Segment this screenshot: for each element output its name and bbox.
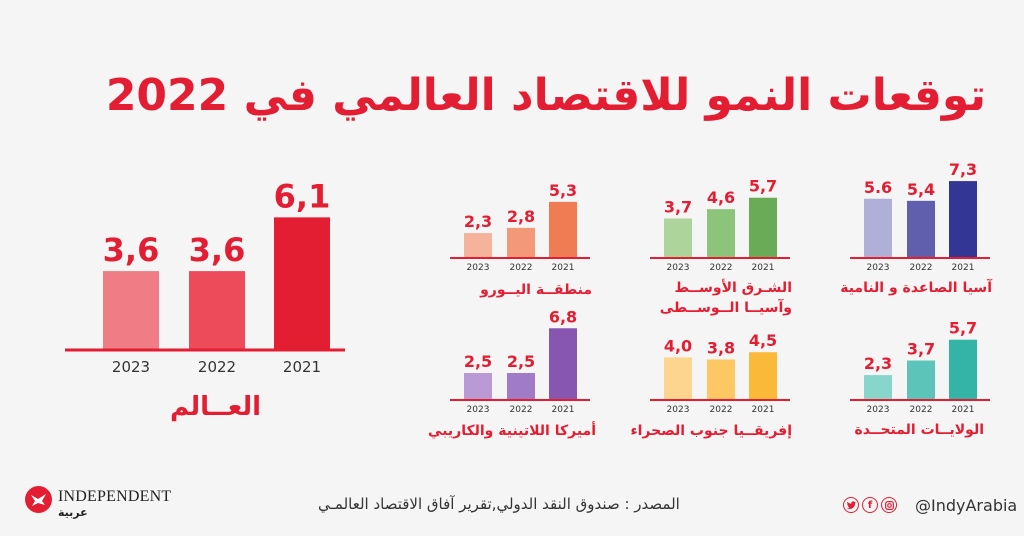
- chart-euro-title: منطقــة اليــورو: [480, 282, 592, 298]
- bar-2021: [749, 352, 777, 399]
- chart-usa-title: الولايــات المتحــدة: [854, 422, 984, 438]
- bar-2021: [949, 181, 977, 257]
- value-label: 6,8: [549, 307, 577, 326]
- value-label: 5.6: [864, 178, 892, 197]
- bar-2023: [103, 271, 159, 349]
- social-icons: f: [843, 497, 897, 513]
- tick-label: 2022: [510, 405, 533, 415]
- bar-2023: [464, 373, 492, 399]
- tick-label: 2023: [867, 405, 890, 415]
- chart-mideast: 3,7 2023 4,6 2022 5,7 2021: [650, 160, 790, 275]
- chart-world: 3,6 2023 3,6 2022 6,1 2021: [65, 160, 345, 390]
- chart-mideast-title: الشـرق الأوســط وآسيــا الــوســطى: [660, 278, 792, 318]
- eagle-logo-icon: [25, 486, 52, 513]
- chart-usa: 2,3 2023 3,7 2022 5,7 2021: [850, 302, 990, 417]
- chart-africa: 4,0 2023 3,8 2022 4,5 2021: [650, 302, 790, 417]
- tick-label: 2021: [283, 358, 321, 376]
- value-label: 2,5: [507, 352, 535, 371]
- chart-euro: 2,3 2023 2,8 2022 5,3 2021: [450, 160, 590, 275]
- bar-2021: [749, 197, 777, 257]
- social-handle[interactable]: @IndyArabia: [915, 496, 1018, 515]
- value-label: 2,5: [464, 352, 492, 371]
- chart-world-title: العــالم: [170, 392, 262, 422]
- value-label: 3,6: [189, 231, 246, 269]
- value-label: 2,3: [864, 354, 892, 373]
- chart-asia: 5.6 2023 5,4 2022 7,3 2021: [850, 160, 990, 275]
- tick-label: 2023: [667, 263, 690, 273]
- tick-label: 2022: [510, 263, 533, 273]
- facebook-icon[interactable]: f: [862, 497, 878, 513]
- bar-2022: [907, 200, 935, 257]
- value-label: 4,0: [664, 336, 692, 355]
- bar-2023: [864, 375, 892, 399]
- chart-asia-svg: 5.6 2023 5,4 2022 7,3 2021: [850, 160, 990, 273]
- tick-label: 2021: [752, 405, 775, 415]
- tick-label: 2021: [952, 263, 975, 273]
- value-label: 3,7: [907, 340, 935, 359]
- chart-mideast-svg: 3,7 2023 4,6 2022 5,7 2021: [650, 177, 790, 273]
- tick-label: 2023: [112, 358, 150, 376]
- tick-label: 2022: [710, 405, 733, 415]
- bar-2023: [464, 233, 492, 257]
- value-label: 5,7: [949, 319, 977, 338]
- chart-africa-svg: 4,0 2023 3,8 2022 4,5 2021: [650, 331, 790, 415]
- bar-2022: [707, 209, 735, 257]
- value-label: 5,7: [749, 177, 777, 196]
- chart-mideast-title-line1: الشـرق الأوســط: [674, 280, 792, 296]
- twitter-icon[interactable]: [843, 497, 859, 513]
- tick-label: 2022: [198, 358, 236, 376]
- bar-2022: [707, 359, 735, 399]
- page-title: توقعات النمو للاقتصاد العالمي في 2022: [105, 70, 986, 121]
- tick-label: 2022: [910, 405, 933, 415]
- chart-mideast-title-line2: وآسيــا الــوســطى: [659, 300, 792, 316]
- value-label: 4,5: [749, 331, 777, 350]
- value-label: 6,1: [274, 177, 331, 215]
- bar-2022: [907, 360, 935, 399]
- chart-latam-title: أميركا اللاتينية والكاريبي: [428, 423, 596, 439]
- value-label: 3,6: [103, 231, 160, 269]
- bar-2023: [864, 198, 892, 257]
- tick-label: 2021: [552, 263, 575, 273]
- bar-2021: [274, 217, 330, 349]
- bar-2022: [189, 271, 245, 349]
- logo-text: INDEPENDENT: [58, 488, 172, 505]
- bar-2021: [549, 201, 577, 257]
- chart-latam-svg: 2,5 2023 2,5 2022 6,8 2021: [450, 307, 590, 415]
- tick-label: 2023: [667, 405, 690, 415]
- instagram-icon[interactable]: [881, 497, 897, 513]
- logo-arabic-text: عربية: [58, 506, 88, 519]
- tick-label: 2023: [867, 263, 890, 273]
- tick-label: 2022: [710, 263, 733, 273]
- bar-2023: [664, 218, 692, 257]
- value-label: 2,3: [464, 212, 492, 231]
- chart-africa-title: إفريقــيا جنوب الصحراء: [630, 423, 792, 439]
- value-label: 5,4: [907, 180, 935, 199]
- value-label: 7,3: [949, 160, 977, 179]
- chart-world-svg: 3,6 2023 3,6 2022 6,1 2021: [65, 177, 345, 376]
- value-label: 5,3: [549, 181, 577, 200]
- tick-label: 2021: [552, 405, 575, 415]
- value-label: 4,6: [707, 188, 735, 207]
- tick-label: 2022: [910, 263, 933, 273]
- chart-asia-title: آسيا الصاعدة و النامية: [840, 280, 992, 296]
- bar-2021: [549, 328, 577, 399]
- chart-latam: 2,5 2023 2,5 2022 6,8 2021: [450, 302, 590, 417]
- tick-label: 2023: [467, 405, 490, 415]
- value-label: 3,7: [664, 198, 692, 217]
- value-label: 3,8: [707, 338, 735, 357]
- bar-2023: [664, 357, 692, 399]
- source-text: المصدر : صندوق النقد الدولي,تقرير آفاق ا…: [318, 495, 680, 513]
- chart-usa-svg: 2,3 2023 3,7 2022 5,7 2021: [850, 319, 990, 415]
- tick-label: 2023: [467, 263, 490, 273]
- bar-2021: [949, 339, 977, 399]
- tick-label: 2021: [752, 263, 775, 273]
- bar-2022: [507, 373, 535, 399]
- tick-label: 2021: [952, 405, 975, 415]
- chart-euro-svg: 2,3 2023 2,8 2022 5,3 2021: [450, 181, 590, 273]
- bar-2022: [507, 227, 535, 257]
- value-label: 2,8: [507, 207, 535, 226]
